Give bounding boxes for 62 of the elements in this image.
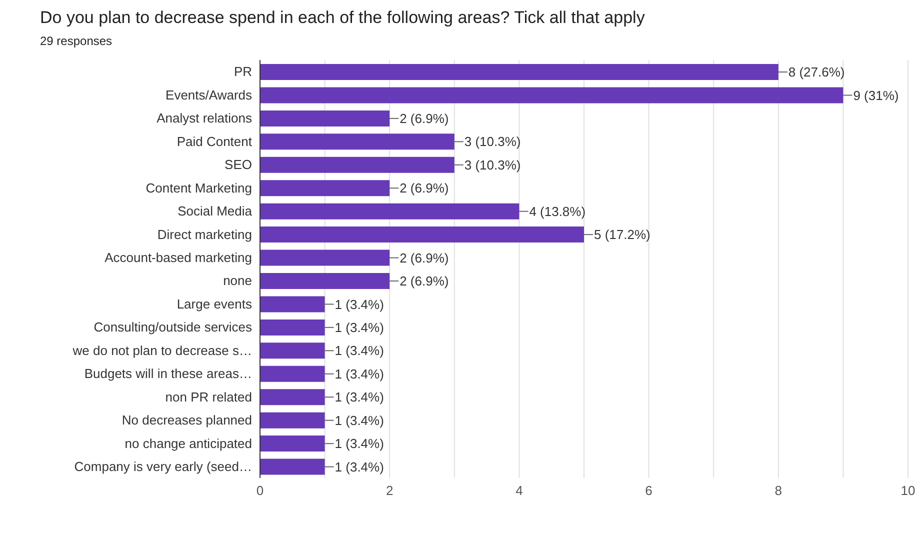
data-label: 2 (6.9%) [400,250,449,266]
data-label: 1 (3.4%) [334,320,384,335]
bar [260,134,454,150]
bar [260,180,390,196]
y-tick-label: none [223,273,252,288]
bar [260,273,390,289]
data-label: 1 (3.4%) [334,366,384,382]
data-label: 9 (31%) [853,88,899,103]
bar [260,203,520,220]
bar [260,389,325,406]
bar [260,436,325,452]
y-tick-label: Content Marketing [146,180,252,196]
data-label: 1 (3.4%) [334,390,384,405]
x-tick-label: 4 [516,483,523,498]
x-tick-label: 2 [386,483,394,498]
data-label: 1 (3.4%) [334,459,384,474]
bar [260,458,325,475]
y-tick-label: no change anticipated [124,436,252,451]
y-tick-label: Consulting/outside services [94,320,252,335]
y-tick-label: Social Media [178,204,253,219]
y-tick-label: Company is very early (seed… [74,459,252,474]
data-label: 1 (3.4%) [334,436,384,452]
data-label: 2 (6.9%) [400,180,449,196]
data-label: 8 (27.6%) [788,64,845,80]
data-label: 1 (3.4%) [334,412,384,428]
y-tick-label: Direct marketing [157,226,252,242]
data-label: 3 (10.3%) [464,134,521,150]
bar [260,156,454,173]
y-tick-label: non PR related [165,389,252,404]
data-label: 2 (6.9%) [400,110,449,126]
x-tick-label: 8 [774,483,782,498]
bar [260,226,584,243]
data-label: 3 (10.3%) [464,157,521,172]
data-label: 2 (6.9%) [400,274,449,289]
y-tick-label: SEO [224,157,252,172]
y-tick-label: Events/Awards [166,87,252,102]
bar [260,319,325,336]
data-label: 4 (13.8%) [529,204,586,219]
bar [260,366,325,382]
y-tick-label: PR [234,64,252,80]
x-tick-label: 10 [900,483,916,498]
bar [260,110,390,126]
text: 29 responses [40,34,114,48]
y-tick-label: Budgets will in these areas… [84,366,252,382]
bar [260,296,325,312]
data-label: 1 (3.4%) [334,296,384,312]
bar [260,342,325,359]
data-label: 5 (17.2%) [594,227,650,242]
bar [260,64,778,80]
y-tick-label: No decreases planned [122,412,252,428]
y-tick-label: Large events [176,296,252,312]
bar [260,412,325,428]
data-label: 1 (3.4%) [334,343,384,358]
y-tick-label: Paid Content [176,134,252,149]
chart-title: Do you plan to decrease spend in each of the following areas? Tick all that apply [40,8,646,28]
bar [260,87,844,104]
x-tick-label: 0 [256,483,264,498]
y-tick-label: we do not plan to decrease s… [72,342,252,358]
y-tick-label: Analyst relations [156,110,252,126]
y-tick-label: Account-based marketing [104,250,252,266]
x-tick-label: 6 [645,483,652,498]
bar [260,250,390,266]
